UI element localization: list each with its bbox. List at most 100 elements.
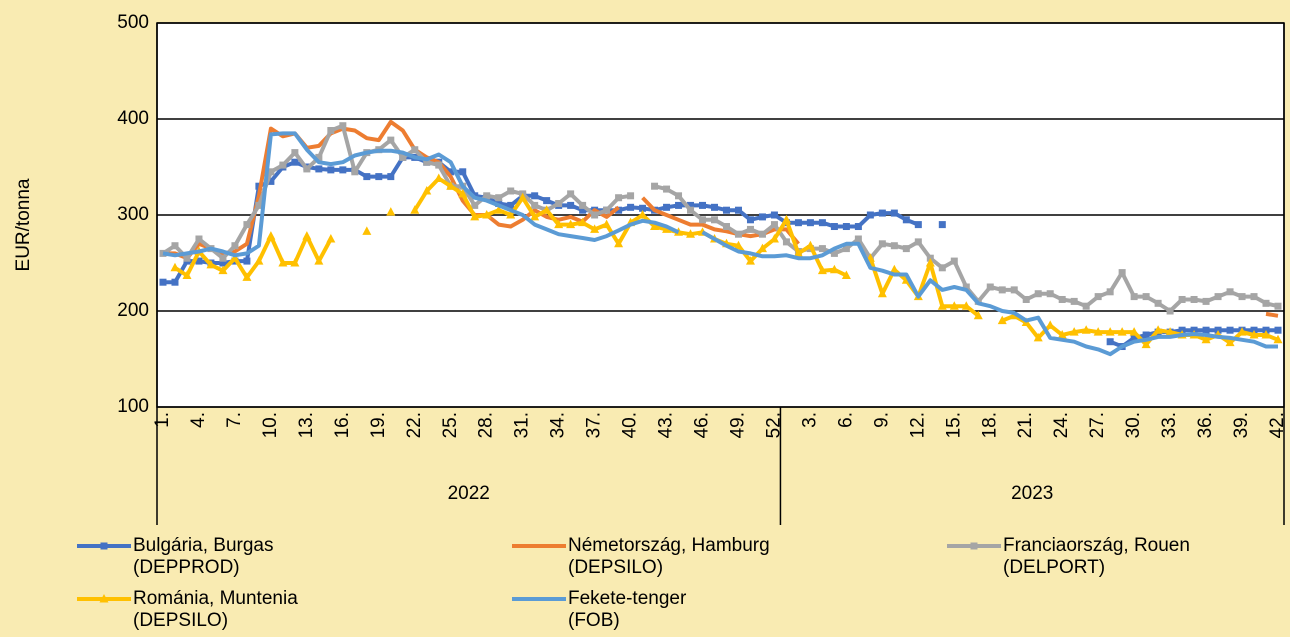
x-tick-label: 15. xyxy=(943,412,964,438)
legend-marker xyxy=(100,542,108,550)
series-marker xyxy=(243,257,251,265)
legend-label: Bulgária, Burgas (DEPPROD) xyxy=(133,535,274,578)
x-tick-label: 1. xyxy=(152,412,173,428)
series-marker xyxy=(339,166,347,174)
series-marker xyxy=(687,206,695,214)
series-marker xyxy=(1093,327,1103,336)
x-tick-label: 39. xyxy=(1231,412,1252,438)
x-tick-label: 6. xyxy=(835,412,856,428)
series-marker xyxy=(1081,325,1091,334)
series-marker xyxy=(1142,331,1150,339)
series-marker xyxy=(1262,299,1270,307)
series-marker xyxy=(266,231,276,240)
series-marker xyxy=(242,272,252,281)
series-marker xyxy=(1274,302,1282,310)
x-group-label: 2022 xyxy=(448,483,490,504)
x-tick-label: 10. xyxy=(260,412,281,438)
x-tick-label: 22. xyxy=(404,412,425,438)
series-marker xyxy=(230,253,240,262)
series-marker xyxy=(962,283,970,291)
series-marker xyxy=(566,219,576,229)
series-marker xyxy=(602,219,612,229)
series-marker xyxy=(567,190,575,198)
x-tick-label: 42. xyxy=(1267,412,1288,438)
series-marker xyxy=(1226,326,1234,334)
series-marker xyxy=(769,234,779,243)
series-marker xyxy=(686,229,696,238)
x-tick-label: 4. xyxy=(188,412,209,428)
x-tick-label: 16. xyxy=(332,412,353,438)
x-tick-label: 43. xyxy=(656,412,677,438)
series-marker xyxy=(1142,293,1150,301)
series-marker xyxy=(1237,327,1247,336)
series-marker xyxy=(650,221,660,231)
series-marker xyxy=(733,240,743,250)
series-marker xyxy=(507,201,515,209)
series-marker xyxy=(1033,332,1043,342)
series-marker xyxy=(1130,293,1138,301)
series-marker xyxy=(842,245,850,253)
series-marker xyxy=(734,230,742,238)
chart: EUR/tonna 100 200 300 400 500 1. 4. 7. 10. 13. 16.… xyxy=(13,12,1288,525)
series-marker xyxy=(1201,334,1211,344)
series-marker xyxy=(375,173,383,181)
x-tick-label: 25. xyxy=(440,412,461,438)
series-marker xyxy=(818,219,826,227)
series-marker xyxy=(830,223,838,231)
series-marker xyxy=(806,219,814,227)
series-marker xyxy=(902,245,910,253)
series-marker xyxy=(542,205,552,214)
legend-marker xyxy=(970,542,978,550)
series-marker xyxy=(411,146,419,154)
series-marker xyxy=(614,238,624,248)
series-marker xyxy=(997,315,1007,325)
legend-label: Franciaország, Rouen (DELPORT) xyxy=(1003,535,1190,578)
y-axis-label: EUR/tonna xyxy=(13,178,34,271)
series-marker xyxy=(171,242,179,250)
series-marker xyxy=(998,286,1006,294)
series-marker xyxy=(949,301,959,310)
series-marker xyxy=(818,245,826,253)
legend-label: Fekete-tenger (FOB) xyxy=(568,588,687,631)
series-marker xyxy=(854,223,862,231)
series-marker xyxy=(578,217,588,227)
series-marker xyxy=(1166,307,1174,315)
series-marker xyxy=(531,192,539,200)
series-marker xyxy=(902,216,910,224)
series-marker xyxy=(877,288,887,298)
series-marker xyxy=(255,201,263,209)
series-marker xyxy=(507,187,515,195)
series-marker xyxy=(1069,327,1079,336)
legend-label: Románia, Muntenia (DEPSILO) xyxy=(133,588,298,631)
series-marker xyxy=(878,240,886,248)
y-tick-label: 300 xyxy=(117,204,149,225)
series-marker xyxy=(327,127,335,135)
series-marker xyxy=(387,173,395,181)
legend-swatch xyxy=(947,542,1001,550)
series-marker xyxy=(794,219,802,227)
series-marker xyxy=(1250,293,1258,301)
series-marker xyxy=(770,221,778,229)
series-marker xyxy=(159,249,167,257)
x-tick-label: 40. xyxy=(620,412,641,438)
series-marker xyxy=(878,209,886,217)
series-marker xyxy=(170,262,180,272)
x-tick-label: 49. xyxy=(727,412,748,438)
series-marker xyxy=(745,256,755,265)
series-marker xyxy=(829,264,839,274)
series-marker xyxy=(1117,327,1127,336)
x-tick-label: 52. xyxy=(763,412,784,438)
series-marker xyxy=(842,223,850,231)
series-marker xyxy=(781,214,791,224)
series-marker xyxy=(663,203,671,211)
series-marker xyxy=(914,238,922,246)
series-marker xyxy=(543,197,551,205)
series-marker xyxy=(494,205,504,214)
series-marker xyxy=(1249,330,1259,339)
series-marker xyxy=(1202,326,1210,334)
series-marker xyxy=(817,265,827,275)
series-marker xyxy=(758,230,766,238)
series-marker xyxy=(471,201,479,209)
y-tick-label: 200 xyxy=(117,300,149,321)
series-marker xyxy=(399,153,407,161)
